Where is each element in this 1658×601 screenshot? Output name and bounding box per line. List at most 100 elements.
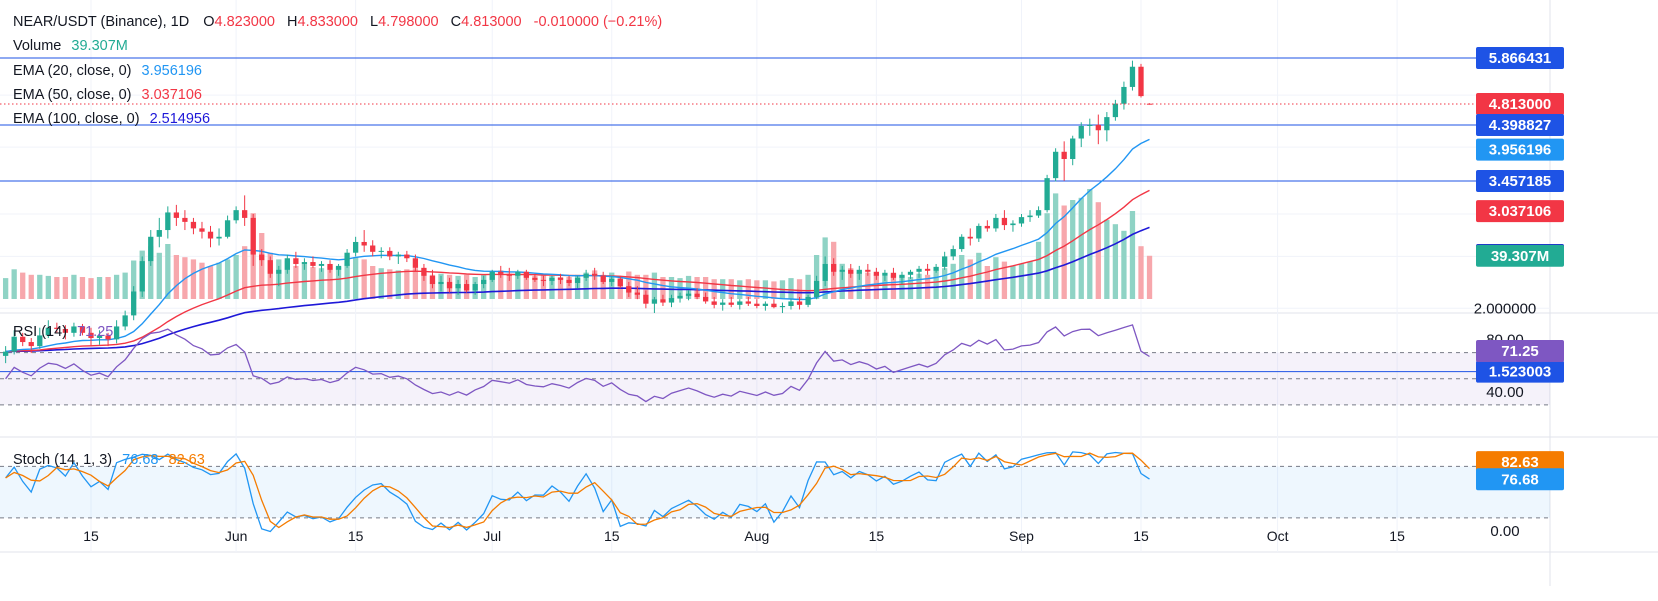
- volume-bar[interactable]: [1018, 263, 1025, 299]
- candle-body[interactable]: [540, 279, 547, 281]
- candle-body[interactable]: [122, 315, 128, 327]
- volume-bar[interactable]: [1078, 197, 1084, 299]
- volume-bar[interactable]: [352, 257, 359, 299]
- candle-body[interactable]: [771, 303, 777, 308]
- candle-body[interactable]: [190, 221, 197, 229]
- volume-bar[interactable]: [754, 280, 760, 299]
- candle-body[interactable]: [224, 220, 231, 237]
- candle-body[interactable]: [1018, 217, 1025, 224]
- candle-body[interactable]: [344, 252, 350, 266]
- candle-body[interactable]: [839, 269, 845, 272]
- volume-bar[interactable]: [506, 274, 512, 299]
- candle-body[interactable]: [856, 269, 862, 274]
- volume-bar[interactable]: [566, 277, 572, 299]
- candle-body[interactable]: [677, 295, 683, 299]
- volume-bar[interactable]: [498, 270, 504, 299]
- candle-body[interactable]: [250, 217, 256, 255]
- candle-body[interactable]: [865, 269, 871, 272]
- volume-bar[interactable]: [1061, 205, 1067, 300]
- volume-bar[interactable]: [1112, 224, 1119, 299]
- volume-bar[interactable]: [677, 278, 683, 299]
- candle-body[interactable]: [28, 342, 34, 347]
- candle-body[interactable]: [942, 256, 948, 267]
- candle-body[interactable]: [643, 294, 649, 304]
- candle-body[interactable]: [745, 301, 751, 304]
- volume-bar[interactable]: [788, 278, 794, 299]
- candle-body[interactable]: [1129, 66, 1136, 87]
- candle-body[interactable]: [950, 249, 956, 257]
- candle-body[interactable]: [634, 292, 640, 295]
- volume-bar[interactable]: [71, 274, 77, 299]
- volume-bar[interactable]: [668, 277, 675, 299]
- candle-body[interactable]: [421, 267, 427, 276]
- candle-body[interactable]: [489, 271, 495, 280]
- candle-body[interactable]: [976, 225, 982, 239]
- candle-body[interactable]: [907, 271, 914, 275]
- candle-body[interactable]: [728, 302, 734, 305]
- candle-body[interactable]: [199, 228, 205, 232]
- candle-body[interactable]: [1078, 125, 1084, 139]
- volume-bar[interactable]: [131, 260, 137, 300]
- candle-body[interactable]: [438, 281, 444, 285]
- volume-bar[interactable]: [37, 274, 43, 299]
- volume-bar[interactable]: [284, 260, 290, 300]
- candle-body[interactable]: [1001, 217, 1008, 226]
- candle-body[interactable]: [481, 279, 487, 285]
- stoch-legend[interactable]: Stoch (14, 1, 3) 76.68 82.63: [13, 452, 205, 468]
- candle-body[interactable]: [96, 335, 103, 339]
- candle-body[interactable]: [131, 291, 137, 316]
- volume-bar[interactable]: [899, 275, 905, 299]
- candle-body[interactable]: [523, 271, 530, 278]
- candle-body[interactable]: [1087, 124, 1093, 126]
- volume-bar[interactable]: [370, 266, 376, 299]
- candle-body[interactable]: [284, 258, 290, 270]
- volume-bar[interactable]: [796, 279, 803, 299]
- volume-bar[interactable]: [720, 279, 726, 299]
- stoch-k-line[interactable]: [5, 451, 1150, 533]
- candle-body[interactable]: [412, 258, 419, 268]
- candle-body[interactable]: [45, 327, 51, 336]
- candle-body[interactable]: [20, 336, 26, 343]
- candle-body[interactable]: [37, 335, 43, 347]
- candle-body[interactable]: [2, 351, 9, 356]
- candle-body[interactable]: [899, 274, 905, 278]
- candle-body[interactable]: [472, 284, 478, 291]
- candle-body[interactable]: [361, 241, 367, 246]
- volume-bar[interactable]: [105, 277, 111, 299]
- candle-body[interactable]: [1035, 210, 1042, 216]
- candle-body[interactable]: [805, 296, 811, 305]
- volume-bar[interactable]: [113, 274, 120, 299]
- candle-body[interactable]: [796, 301, 803, 305]
- candle-body[interactable]: [1121, 86, 1127, 104]
- volume-bar[interactable]: [942, 268, 948, 299]
- volume-bar[interactable]: [216, 262, 222, 299]
- symbol-title[interactable]: NEAR/USDT (Binance), 1D: [13, 14, 190, 30]
- volume-bar[interactable]: [984, 266, 990, 299]
- candle-body[interactable]: [984, 225, 990, 229]
- candle-body[interactable]: [1044, 178, 1050, 211]
- volume-bar[interactable]: [1087, 189, 1093, 299]
- volume-bar[interactable]: [344, 263, 350, 299]
- candle-body[interactable]: [207, 231, 214, 239]
- candle-body[interactable]: [267, 260, 273, 274]
- candle-body[interactable]: [216, 236, 222, 239]
- volume-bar[interactable]: [327, 266, 333, 299]
- candle-body[interactable]: [62, 328, 69, 333]
- candle-body[interactable]: [242, 210, 248, 218]
- volume-bar[interactable]: [592, 270, 598, 299]
- volume-bar[interactable]: [1052, 193, 1059, 299]
- ema100-legend[interactable]: EMA (100, close, 0) 2.514956: [13, 111, 210, 127]
- volume-bar[interactable]: [685, 275, 692, 299]
- candle-body[interactable]: [446, 281, 453, 289]
- candle-body[interactable]: [711, 301, 717, 305]
- candle-body[interactable]: [959, 236, 965, 250]
- ema100-line[interactable]: [5, 226, 1150, 353]
- volume-bar[interactable]: [882, 275, 888, 299]
- volume-bar[interactable]: [890, 274, 897, 299]
- candle-body[interactable]: [1112, 103, 1119, 118]
- candle-body[interactable]: [378, 250, 384, 252]
- volume-bar[interactable]: [557, 277, 564, 299]
- candle-body[interactable]: [737, 301, 743, 305]
- volume-bar[interactable]: [737, 280, 743, 299]
